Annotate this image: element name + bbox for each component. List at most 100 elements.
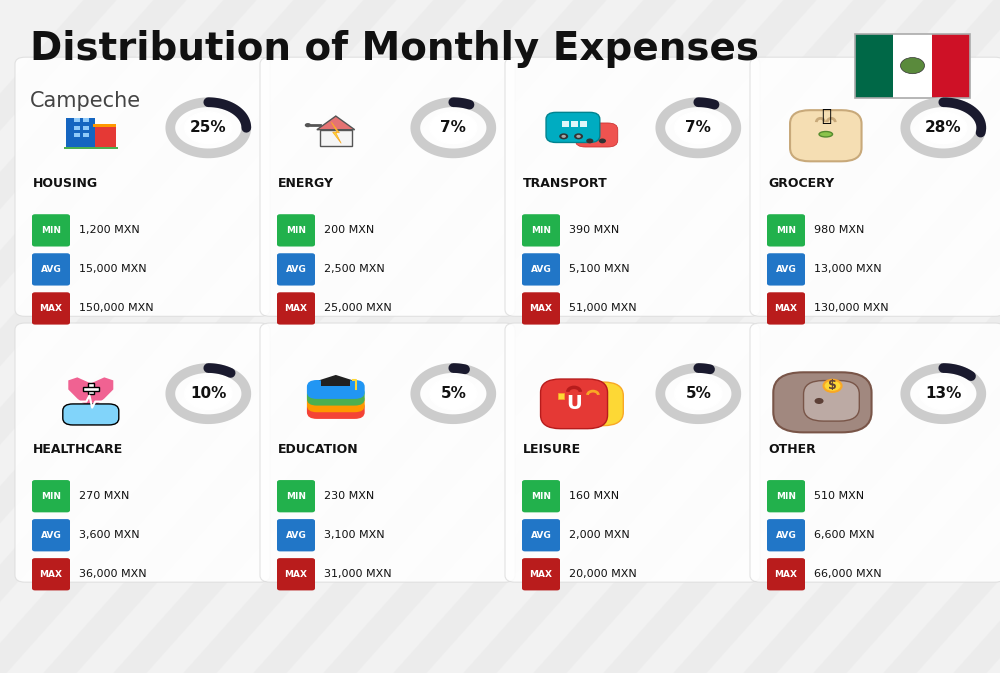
Circle shape: [185, 112, 232, 143]
Text: 3,600 MXN: 3,600 MXN: [79, 530, 140, 540]
FancyBboxPatch shape: [32, 253, 70, 285]
FancyBboxPatch shape: [321, 380, 350, 386]
Text: 2,500 MXN: 2,500 MXN: [324, 264, 385, 275]
Text: ENERGY: ENERGY: [278, 177, 334, 190]
Text: 230 MXN: 230 MXN: [324, 491, 374, 501]
FancyBboxPatch shape: [546, 112, 600, 143]
Text: TRANSPORT: TRANSPORT: [523, 177, 608, 190]
FancyBboxPatch shape: [32, 558, 70, 590]
FancyBboxPatch shape: [32, 480, 70, 512]
Text: 1,200 MXN: 1,200 MXN: [79, 225, 140, 236]
FancyBboxPatch shape: [320, 130, 352, 146]
FancyBboxPatch shape: [15, 323, 270, 582]
Text: 390 MXN: 390 MXN: [569, 225, 619, 236]
FancyBboxPatch shape: [750, 323, 1000, 582]
Text: MIN: MIN: [41, 226, 61, 235]
Text: AVG: AVG: [41, 531, 61, 540]
Circle shape: [430, 112, 477, 143]
FancyBboxPatch shape: [83, 118, 89, 122]
Text: AVG: AVG: [286, 265, 306, 274]
Text: 28%: 28%: [925, 120, 962, 135]
Text: MAX: MAX: [285, 304, 308, 313]
Text: 15,000 MXN: 15,000 MXN: [79, 264, 147, 275]
Text: 270 MXN: 270 MXN: [79, 491, 129, 501]
FancyBboxPatch shape: [580, 120, 587, 127]
Text: LEISURE: LEISURE: [523, 443, 581, 456]
FancyBboxPatch shape: [804, 380, 859, 421]
Text: MAX: MAX: [530, 304, 552, 313]
FancyBboxPatch shape: [505, 57, 760, 316]
Text: AVG: AVG: [776, 265, 796, 274]
FancyBboxPatch shape: [307, 393, 365, 413]
FancyBboxPatch shape: [74, 133, 80, 137]
Text: 130,000 MXN: 130,000 MXN: [814, 304, 889, 314]
Text: 200 MXN: 200 MXN: [324, 225, 374, 236]
Text: 13,000 MXN: 13,000 MXN: [814, 264, 882, 275]
Text: MAX: MAX: [530, 570, 552, 579]
Text: MIN: MIN: [776, 226, 796, 235]
FancyBboxPatch shape: [15, 57, 270, 316]
FancyBboxPatch shape: [505, 323, 760, 582]
FancyBboxPatch shape: [32, 292, 70, 324]
Circle shape: [920, 112, 967, 143]
FancyBboxPatch shape: [93, 125, 116, 148]
FancyBboxPatch shape: [855, 34, 893, 98]
Text: Distribution of Monthly Expenses: Distribution of Monthly Expenses: [30, 30, 759, 68]
Text: 25,000 MXN: 25,000 MXN: [324, 304, 392, 314]
Circle shape: [576, 135, 581, 138]
FancyBboxPatch shape: [74, 126, 80, 130]
FancyBboxPatch shape: [562, 120, 569, 127]
FancyBboxPatch shape: [575, 123, 618, 147]
FancyBboxPatch shape: [74, 118, 80, 122]
Circle shape: [559, 133, 568, 139]
FancyBboxPatch shape: [83, 387, 99, 391]
Text: 980 MXN: 980 MXN: [814, 225, 864, 236]
FancyBboxPatch shape: [32, 519, 70, 551]
FancyBboxPatch shape: [307, 387, 365, 406]
FancyBboxPatch shape: [63, 404, 119, 425]
Text: HEALTHCARE: HEALTHCARE: [33, 443, 123, 456]
FancyBboxPatch shape: [767, 292, 805, 324]
FancyBboxPatch shape: [522, 292, 560, 324]
Circle shape: [599, 139, 606, 143]
Text: AVG: AVG: [41, 265, 61, 274]
FancyBboxPatch shape: [932, 34, 970, 98]
Polygon shape: [331, 122, 341, 143]
Text: OTHER: OTHER: [768, 443, 816, 456]
FancyBboxPatch shape: [767, 480, 805, 512]
FancyBboxPatch shape: [277, 214, 315, 246]
Text: MAX: MAX: [40, 304, 63, 313]
Text: 5%: 5%: [685, 386, 711, 401]
Circle shape: [900, 58, 924, 74]
Text: 20,000 MXN: 20,000 MXN: [569, 569, 637, 579]
Text: 10%: 10%: [190, 386, 226, 401]
FancyBboxPatch shape: [277, 253, 315, 285]
FancyBboxPatch shape: [522, 253, 560, 285]
Text: 31,000 MXN: 31,000 MXN: [324, 569, 392, 579]
Text: 36,000 MXN: 36,000 MXN: [79, 569, 147, 579]
Circle shape: [561, 135, 566, 138]
FancyBboxPatch shape: [83, 133, 89, 137]
Circle shape: [815, 398, 824, 404]
Text: MAX: MAX: [774, 304, 798, 313]
Text: 510 MXN: 510 MXN: [814, 491, 864, 501]
FancyBboxPatch shape: [522, 480, 560, 512]
Text: 25%: 25%: [190, 120, 227, 135]
FancyBboxPatch shape: [773, 372, 872, 432]
FancyBboxPatch shape: [88, 384, 94, 394]
FancyBboxPatch shape: [563, 382, 623, 425]
Circle shape: [675, 378, 722, 409]
Circle shape: [586, 139, 593, 143]
Text: MIN: MIN: [531, 492, 551, 501]
FancyBboxPatch shape: [307, 400, 365, 419]
Text: $: $: [828, 380, 837, 392]
FancyBboxPatch shape: [522, 214, 560, 246]
FancyBboxPatch shape: [32, 214, 70, 246]
Circle shape: [824, 380, 842, 392]
Ellipse shape: [819, 131, 833, 137]
FancyBboxPatch shape: [260, 323, 515, 582]
FancyBboxPatch shape: [277, 558, 315, 590]
FancyBboxPatch shape: [64, 147, 118, 149]
FancyBboxPatch shape: [83, 126, 89, 130]
FancyBboxPatch shape: [767, 519, 805, 551]
